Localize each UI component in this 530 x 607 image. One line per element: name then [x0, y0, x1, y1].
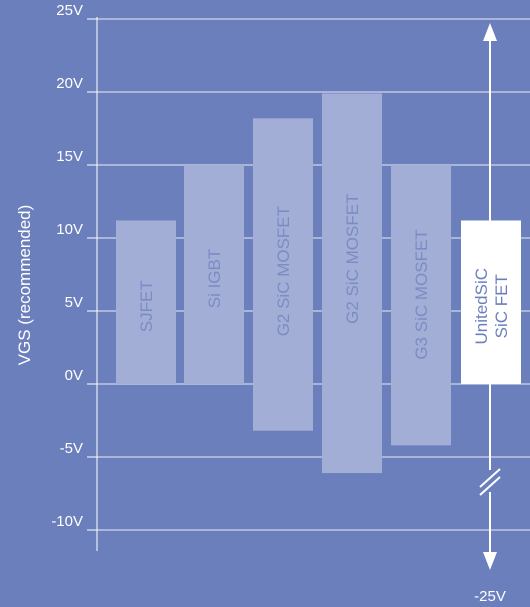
axis-break-mark-1 — [479, 468, 501, 488]
axis-break-mark-2 — [479, 476, 501, 496]
bar-label-2-line-0: G2 SiC MOSFET — [274, 206, 293, 336]
bar-2 — [253, 118, 313, 431]
y-tick-label-3: 10V — [56, 221, 83, 238]
bar-label-1-line-0: Si IGBT — [205, 249, 224, 309]
bar-4 — [391, 165, 451, 446]
bar-3 — [322, 93, 382, 474]
bars: SJFET Si IGBT G2 SiC MOSFET G2 SiC MOSFET G3… — [116, 93, 521, 474]
bar-label-4-line-0: G3 SiC MOSFET — [412, 229, 431, 359]
bar-label-3-line-0: G2 SiC MOSFET — [343, 194, 362, 324]
y-tick-label-6: -5V — [60, 440, 83, 457]
bar-label-3: G2 SiC MOSFET — [343, 194, 362, 324]
bar-label-0: SJFET — [137, 280, 156, 332]
y-axis: 25V 20V 15V 10V 5V 0V -5V -10V — [51, 2, 98, 551]
y-tick-label-0: 25V — [56, 2, 83, 19]
bar-label-5: UnitedSiCSiC FET — [472, 268, 511, 345]
bar-label-4: G3 SiC MOSFET — [412, 229, 431, 359]
bar-label-5-line-0: UnitedSiC — [472, 268, 491, 345]
y-tick-label-5: 0V — [65, 367, 83, 384]
bar-label-2: G2 SiC MOSFET — [274, 206, 293, 336]
y-tick-label-4: 5V — [65, 294, 83, 311]
bar-label-5-line-1: SiC FET — [492, 274, 511, 338]
y-tick-label-2: 15V — [56, 148, 83, 165]
range-arrow-down-head — [483, 552, 497, 570]
axis-break-gap — [478, 470, 502, 492]
bar-0 — [116, 220, 176, 384]
range-arrow-bottom-label: -25V — [474, 588, 506, 605]
y-tick-label-7: -10V — [51, 513, 83, 530]
bar-label-1: Si IGBT — [205, 249, 224, 309]
y-axis-title: VGS (recommended) — [15, 205, 34, 366]
range-arrow: -25V — [474, 23, 506, 605]
bar-label-0-line-0: SJFET — [137, 280, 156, 332]
range-arrow-up-head — [483, 23, 497, 41]
bar-1 — [184, 165, 244, 384]
y-tick-label-1: 20V — [56, 75, 83, 92]
